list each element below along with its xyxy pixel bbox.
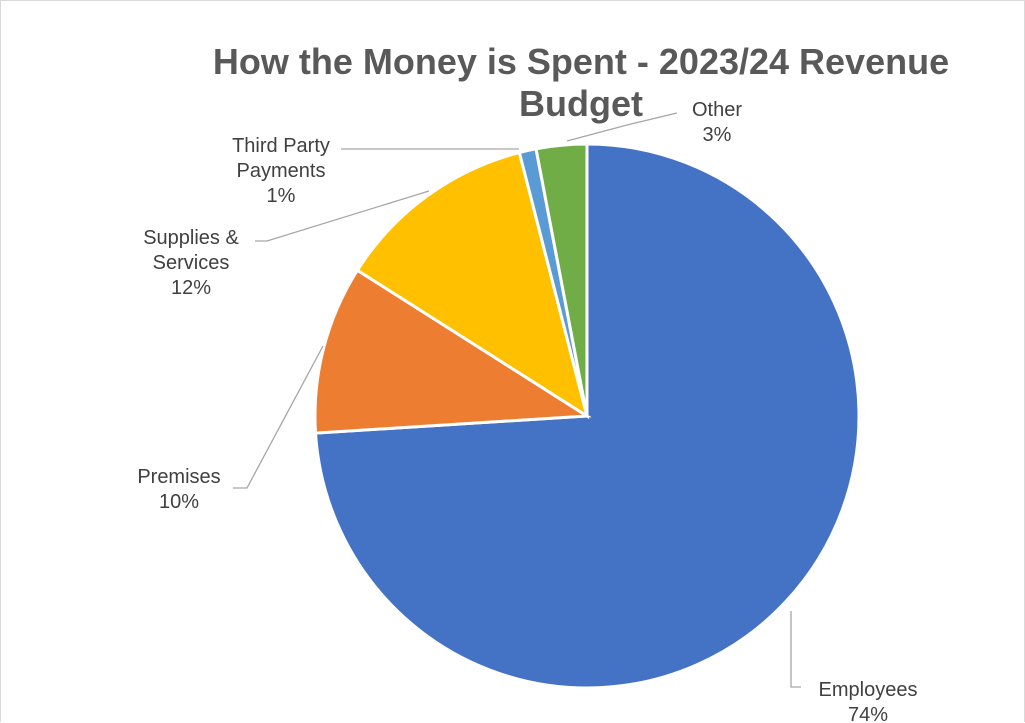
leader-line xyxy=(233,345,324,489)
chart-title: How the Money is Spent - 2023/24 Revenue… xyxy=(212,41,950,124)
data-label: Premises 10% xyxy=(137,466,220,513)
pie-slice-other xyxy=(534,142,589,417)
leader-line xyxy=(566,112,678,142)
data-label: Third Party Payments 1% xyxy=(232,135,330,207)
data-label: Other 3% xyxy=(692,99,742,146)
leader-line xyxy=(255,190,430,242)
data-label: Supplies & Services 12% xyxy=(143,227,239,299)
data-label: Employees 74% xyxy=(819,679,918,723)
pie-slice-supplies-services xyxy=(355,150,590,420)
leader-line xyxy=(790,611,801,688)
pie-slice-premises xyxy=(313,268,592,435)
